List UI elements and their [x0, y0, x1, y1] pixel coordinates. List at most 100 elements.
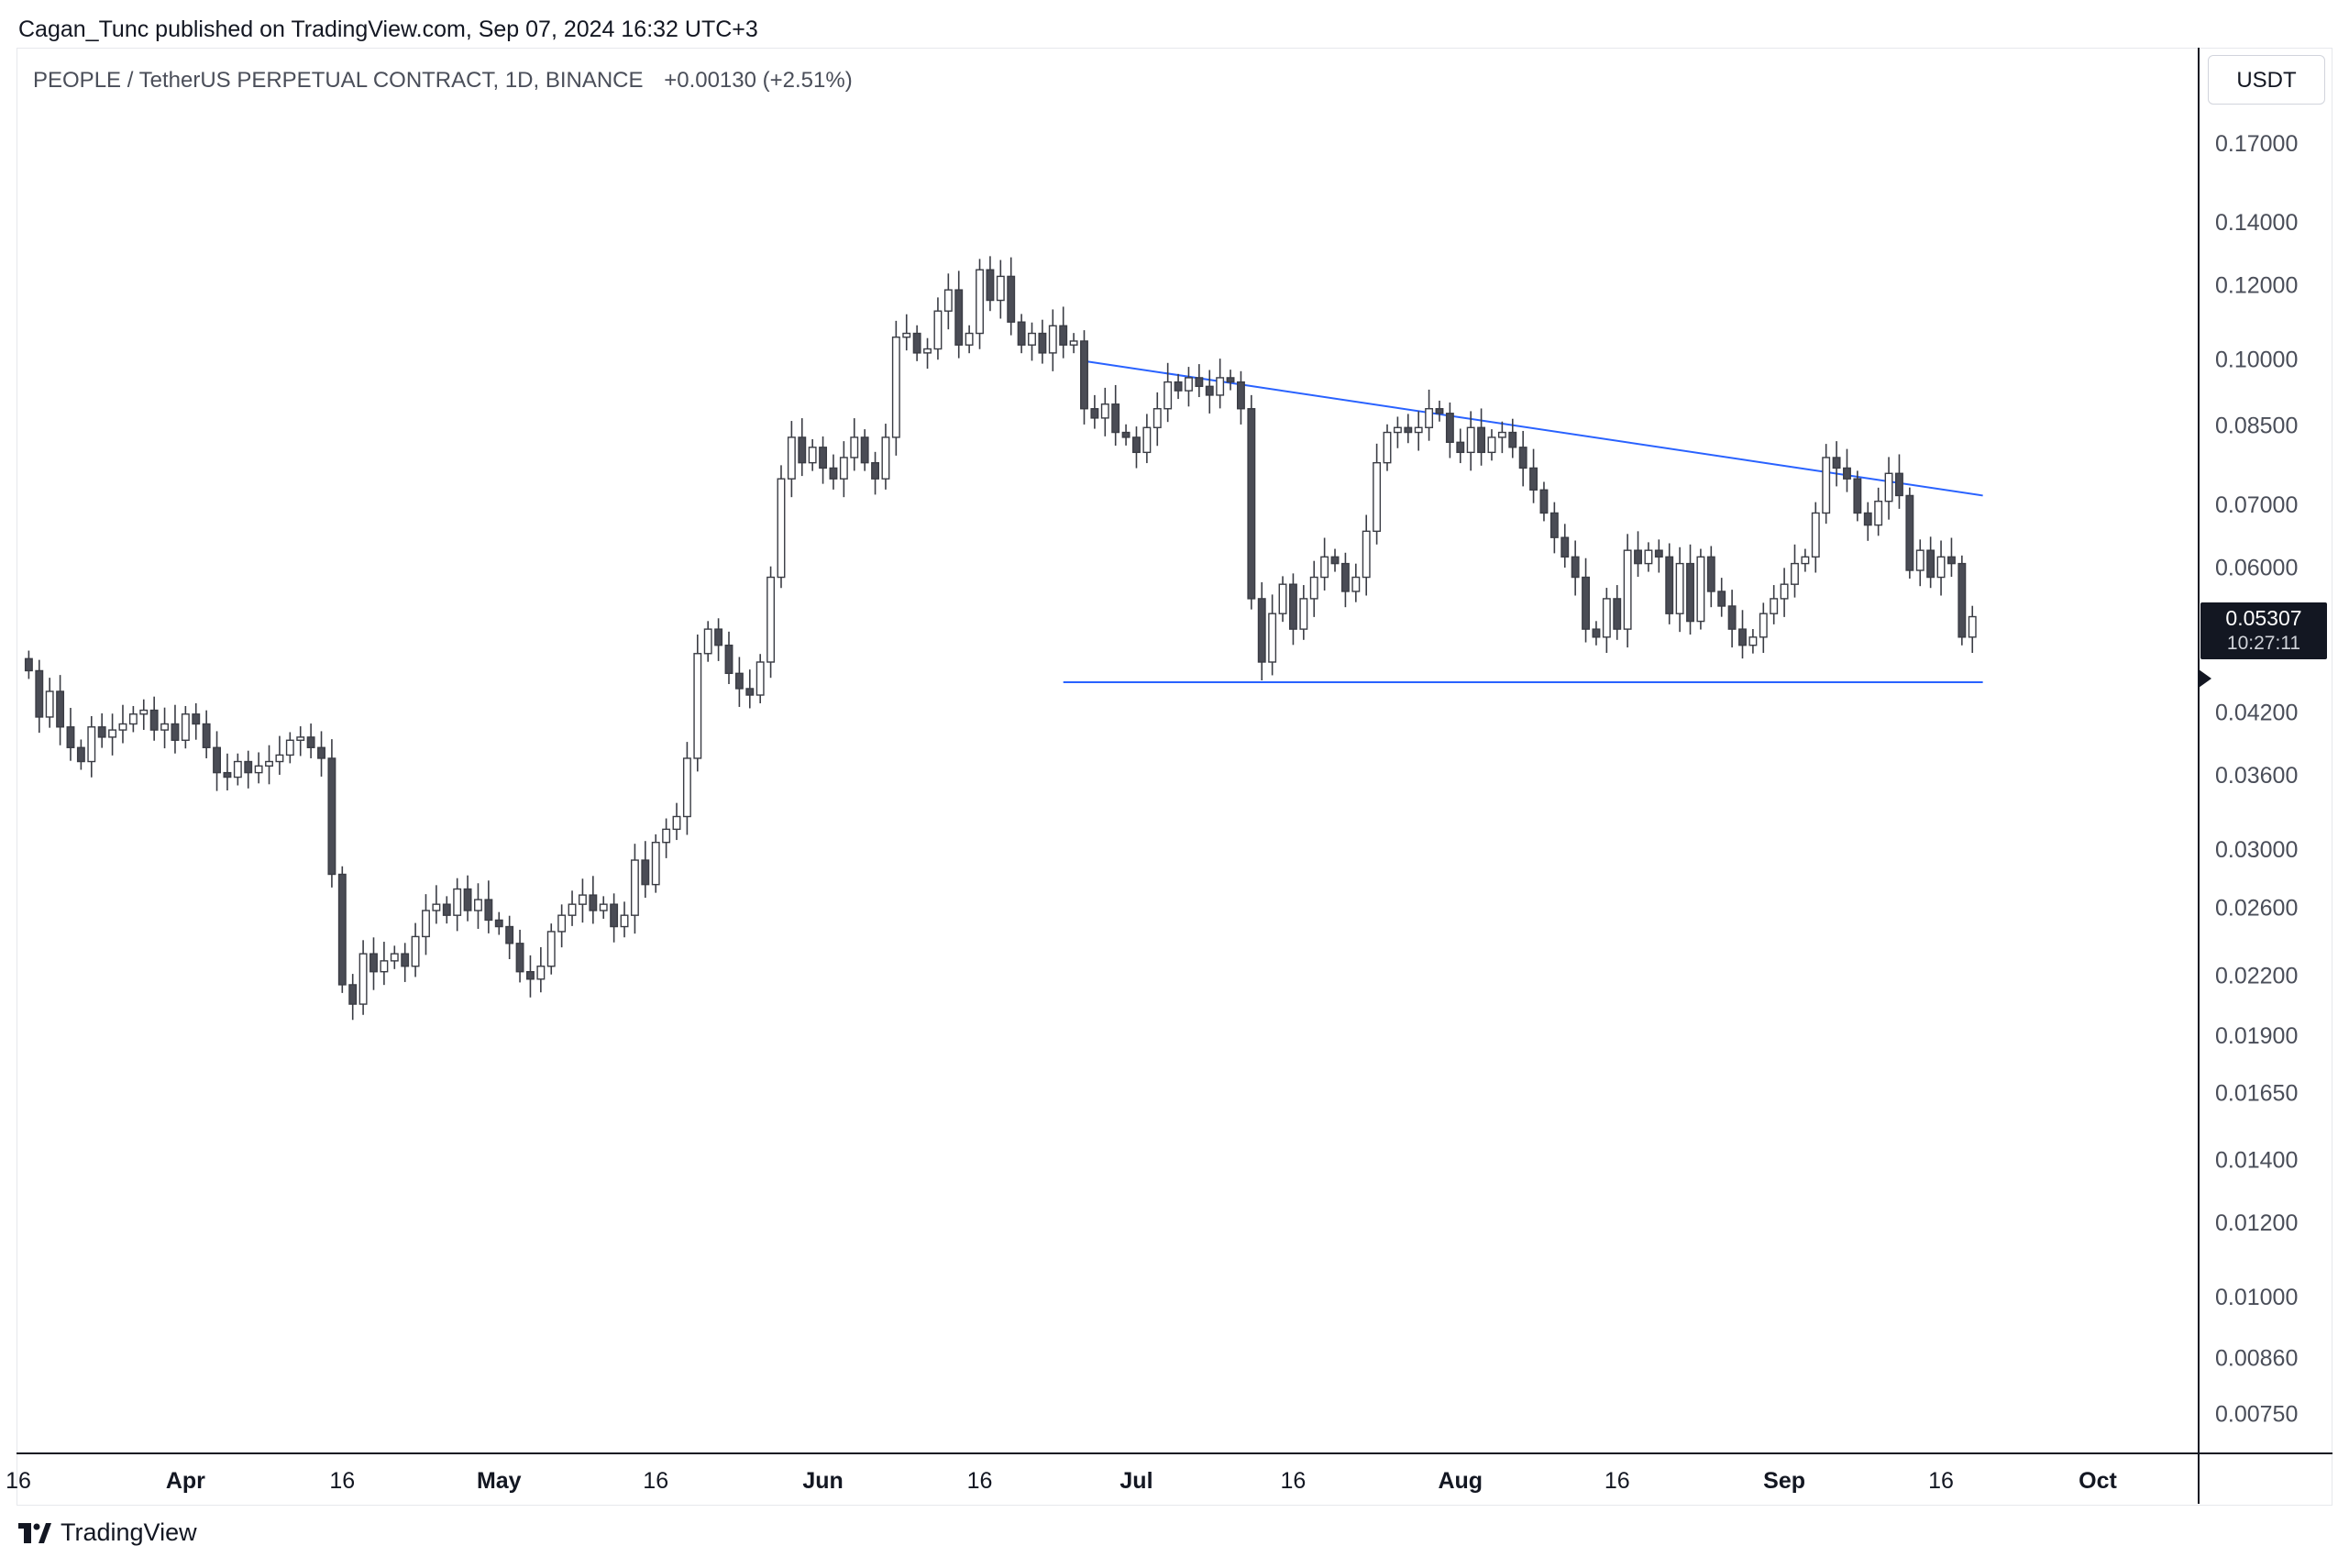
candle-body [35, 669, 44, 718]
candle [1926, 536, 1935, 589]
candle-body [1017, 321, 1026, 346]
candle-body [1549, 512, 1559, 538]
candle [1195, 364, 1204, 398]
candle [1539, 481, 1549, 522]
candle [474, 883, 482, 929]
candle-body [1748, 636, 1758, 646]
candle-body [233, 760, 242, 778]
candle [1853, 470, 1862, 522]
candle [1174, 373, 1183, 400]
candle-body [703, 628, 712, 655]
candle-body [202, 723, 211, 748]
candle [1038, 319, 1047, 364]
candle [1686, 544, 1694, 635]
candle-body [1393, 426, 1402, 434]
candle [24, 650, 33, 679]
candle [1634, 531, 1642, 578]
currency-selector[interactable]: USDT [2208, 55, 2325, 105]
candle [223, 753, 232, 790]
candle [1351, 563, 1361, 602]
candle-body [1780, 583, 1789, 600]
candle-body [1007, 275, 1016, 323]
candle [1623, 534, 1632, 648]
time-axis: 16 Apr 16 May 16 Jun 16 Jul 16 Aug 16 Sep 16 Oct [6, 1452, 2332, 1494]
candle [839, 441, 848, 498]
candle-body [1508, 431, 1517, 448]
candle-body [1257, 598, 1266, 663]
candle-body [1644, 549, 1653, 565]
candle-body [1968, 615, 1977, 638]
candle-body [766, 576, 776, 663]
candle-body [317, 746, 325, 759]
candle [641, 841, 650, 899]
candle [860, 429, 869, 471]
candle [1832, 441, 1841, 487]
candle-body [1497, 431, 1506, 438]
candle-body [1843, 467, 1851, 480]
candle-body [902, 332, 911, 338]
candle-body [171, 723, 180, 741]
candle [1404, 414, 1413, 444]
candle-body [1142, 426, 1152, 454]
candle-body [1582, 576, 1590, 630]
candle [202, 710, 211, 758]
candle-body [1791, 562, 1799, 585]
candle-body [192, 713, 201, 725]
candle-body [1351, 576, 1361, 592]
candle-body [1216, 377, 1225, 396]
candle-body [1770, 598, 1779, 614]
symbol-legend[interactable]: PEOPLE / TetherUS PERPETUAL CONTRACT, 1D… [33, 68, 853, 94]
candle [1675, 547, 1684, 633]
candle [662, 818, 671, 858]
candle-body [244, 760, 253, 774]
candle-body [546, 931, 556, 967]
candle [327, 739, 336, 888]
trendline-layer [1063, 359, 1983, 684]
price-tick-label: 0.00750 [2215, 1401, 2298, 1427]
candle [1080, 330, 1088, 425]
candle [599, 896, 608, 919]
candle-body [1195, 377, 1204, 388]
candle [578, 878, 587, 923]
candle-body [411, 935, 420, 967]
candle [871, 451, 880, 495]
candle-body [1288, 583, 1297, 630]
price-tick-label: 0.01400 [2215, 1147, 2298, 1173]
candle-body [1895, 472, 1903, 497]
candle-layer [24, 256, 1977, 1021]
candle-body [1445, 413, 1454, 444]
candle-body [484, 899, 493, 922]
candle-body [1330, 556, 1340, 565]
candle [87, 715, 96, 778]
descending-trendline[interactable] [1084, 359, 1983, 497]
candle [1216, 359, 1225, 409]
candle-body [97, 726, 106, 738]
candle [693, 634, 702, 772]
candle-body [933, 310, 943, 350]
tradingview-logo[interactable]: TradingView [18, 1518, 197, 1547]
candle-body [265, 760, 273, 767]
candle [265, 745, 273, 785]
candle [1445, 402, 1454, 458]
candle-body [1477, 426, 1486, 454]
candle-body [515, 943, 524, 973]
candle-body [181, 713, 190, 741]
brand-name: TradingView [61, 1518, 197, 1546]
candle-body [1278, 583, 1287, 614]
candle [1863, 502, 1872, 541]
candle-body [1487, 436, 1496, 454]
candle [358, 940, 368, 1015]
candle [244, 750, 253, 789]
price-tick-label: 0.02600 [2215, 896, 2298, 922]
candle [463, 875, 472, 922]
candle [515, 929, 524, 983]
candle [1477, 408, 1486, 466]
candle [568, 890, 577, 926]
candle-body [432, 903, 441, 911]
candle [798, 418, 807, 477]
candle [1801, 548, 1810, 572]
candle-body [1665, 556, 1674, 614]
candle [1320, 537, 1329, 591]
candle [1309, 560, 1318, 617]
